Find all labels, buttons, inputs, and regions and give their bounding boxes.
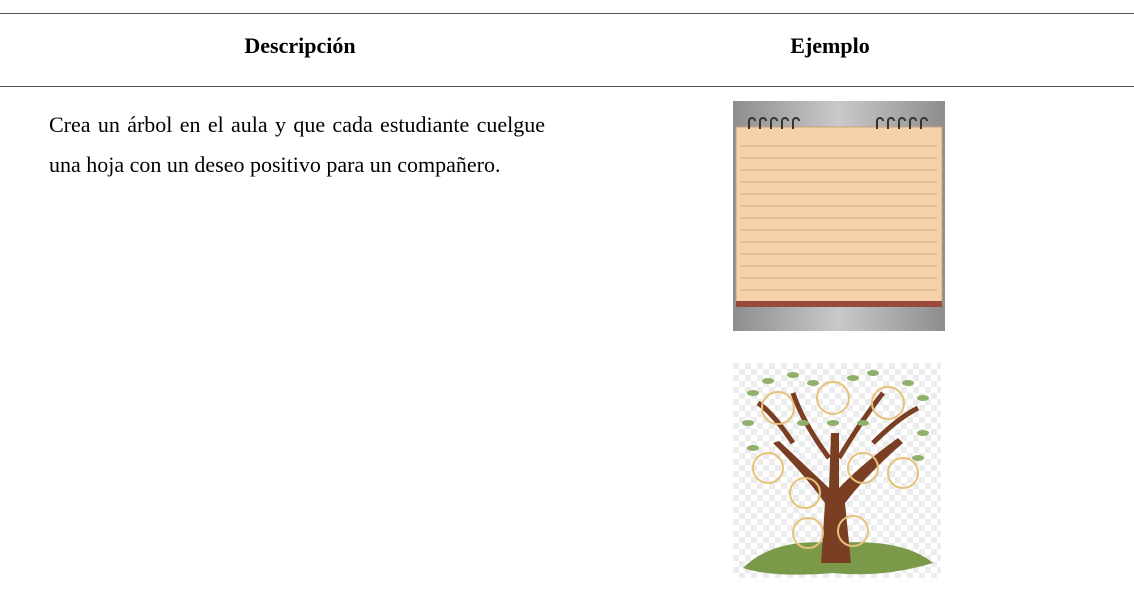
header-cell: Descripción <box>244 33 356 58</box>
description-cell: Crea un árbol en el aula y que cada estu… <box>49 112 545 177</box>
notebook-image <box>733 101 945 331</box>
top-rule <box>0 13 1134 14</box>
header-rule <box>0 86 1134 87</box>
header-cell: Ejemplo <box>790 33 870 58</box>
tree-image <box>733 363 941 578</box>
